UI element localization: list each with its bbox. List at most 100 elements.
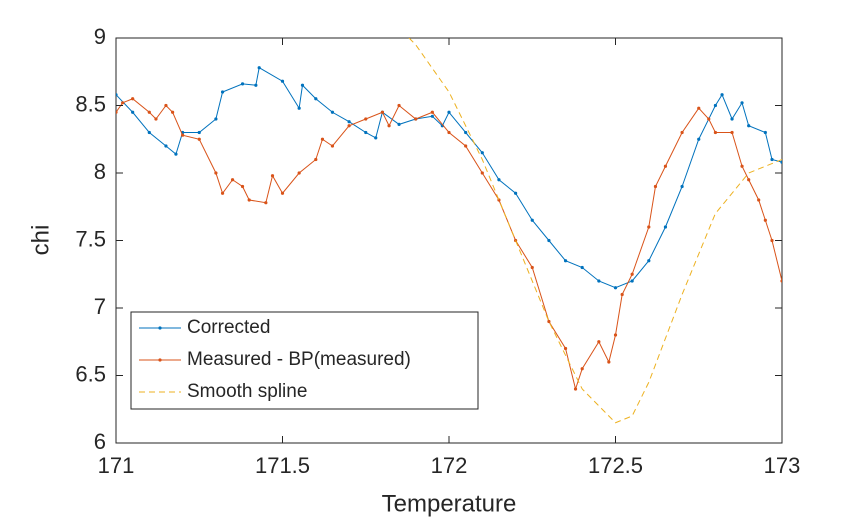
data-point: [730, 117, 734, 121]
data-point: [131, 97, 135, 101]
data-point: [174, 152, 178, 156]
legend-box: [130, 311, 479, 410]
data-point: [647, 259, 651, 263]
data-point: [547, 319, 551, 324]
data-point: [713, 130, 718, 135]
data-point: [121, 101, 125, 105]
data-point: [320, 137, 325, 141]
data-point: [214, 117, 218, 121]
data-point: [620, 292, 624, 297]
y-axis-label: chi: [27, 225, 54, 256]
data-point: [147, 130, 151, 135]
legend-label: Measured - BP(measured): [187, 349, 411, 370]
data-point: [116, 93, 118, 97]
data-point: [240, 82, 245, 86]
data-point: [514, 191, 518, 195]
data-point: [663, 225, 668, 229]
data-point: [613, 286, 618, 290]
data-point: [607, 360, 611, 364]
plot-lines: [116, 38, 782, 424]
x-tick-label: 173: [764, 453, 801, 478]
data-point: [347, 124, 351, 128]
data-point: [280, 191, 285, 195]
data-point: [254, 83, 258, 87]
data-point: [264, 201, 268, 205]
data-point: [713, 103, 718, 108]
data-point: [580, 367, 584, 371]
data-point: [240, 184, 245, 189]
legend-marker: [158, 358, 162, 362]
x-tick-label: 172: [431, 453, 468, 478]
data-point: [314, 157, 318, 162]
x-tick-label: 171: [98, 453, 135, 478]
data-point: [497, 178, 501, 182]
y-tick-label: 9: [94, 24, 106, 49]
legend-label: Smooth spline: [187, 381, 307, 402]
data-point: [347, 120, 351, 124]
data-point: [763, 218, 767, 222]
data-point: [164, 103, 168, 108]
data-point: [680, 184, 684, 189]
data-point: [740, 164, 744, 168]
y-tick-label: 8.5: [75, 91, 106, 116]
data-point: [297, 171, 301, 175]
y-tick-label: 6: [94, 429, 106, 454]
data-point: [597, 340, 601, 344]
data-point: [447, 110, 451, 114]
data-point: [330, 144, 335, 148]
data-point: [653, 184, 658, 189]
data-point: [780, 160, 782, 164]
data-point: [181, 133, 185, 137]
data-point: [630, 279, 634, 283]
data-point: [647, 225, 651, 229]
data-point: [770, 238, 774, 243]
data-point: [387, 124, 391, 128]
data-point: [364, 130, 368, 135]
data-point: [747, 124, 751, 128]
data-point: [730, 130, 734, 135]
data-point: [580, 265, 584, 270]
series-line: [408, 38, 782, 424]
legend-marker: [158, 326, 162, 330]
data-point: [374, 136, 378, 140]
y-tick-label: 7.5: [75, 226, 106, 251]
data-point: [757, 198, 761, 202]
data-point: [720, 93, 724, 97]
data-point: [573, 387, 578, 391]
data-point: [147, 110, 151, 114]
data-point: [480, 171, 484, 175]
x-tick-label: 172.5: [588, 453, 643, 478]
data-point: [164, 144, 168, 148]
data-point: [747, 178, 751, 182]
data-point: [547, 238, 551, 243]
data-point: [116, 110, 118, 114]
y-tick-label: 8: [94, 159, 106, 184]
data-point: [314, 97, 318, 101]
data-point: [230, 178, 235, 182]
legend-label: Corrected: [187, 317, 270, 338]
data-point: [154, 117, 158, 121]
data-point: [740, 101, 744, 105]
data-point: [763, 130, 767, 135]
data-point: [530, 265, 534, 270]
data-point: [780, 279, 782, 283]
data-point: [300, 83, 305, 87]
data-point: [330, 110, 335, 114]
data-point: [447, 130, 451, 135]
data-point: [707, 117, 711, 121]
data-point: [397, 103, 401, 108]
data-point: [257, 66, 261, 70]
data-point: [414, 117, 418, 121]
data-point: [697, 137, 701, 141]
data-point: [464, 130, 468, 135]
y-tick-label: 6.5: [75, 361, 106, 386]
data-point: [364, 117, 368, 121]
data-point: [663, 164, 668, 168]
data-point: [171, 110, 175, 114]
data-point: [464, 144, 468, 148]
data-point: [530, 218, 534, 222]
data-point: [680, 130, 684, 135]
data-point: [197, 130, 201, 135]
data-point: [563, 346, 568, 351]
